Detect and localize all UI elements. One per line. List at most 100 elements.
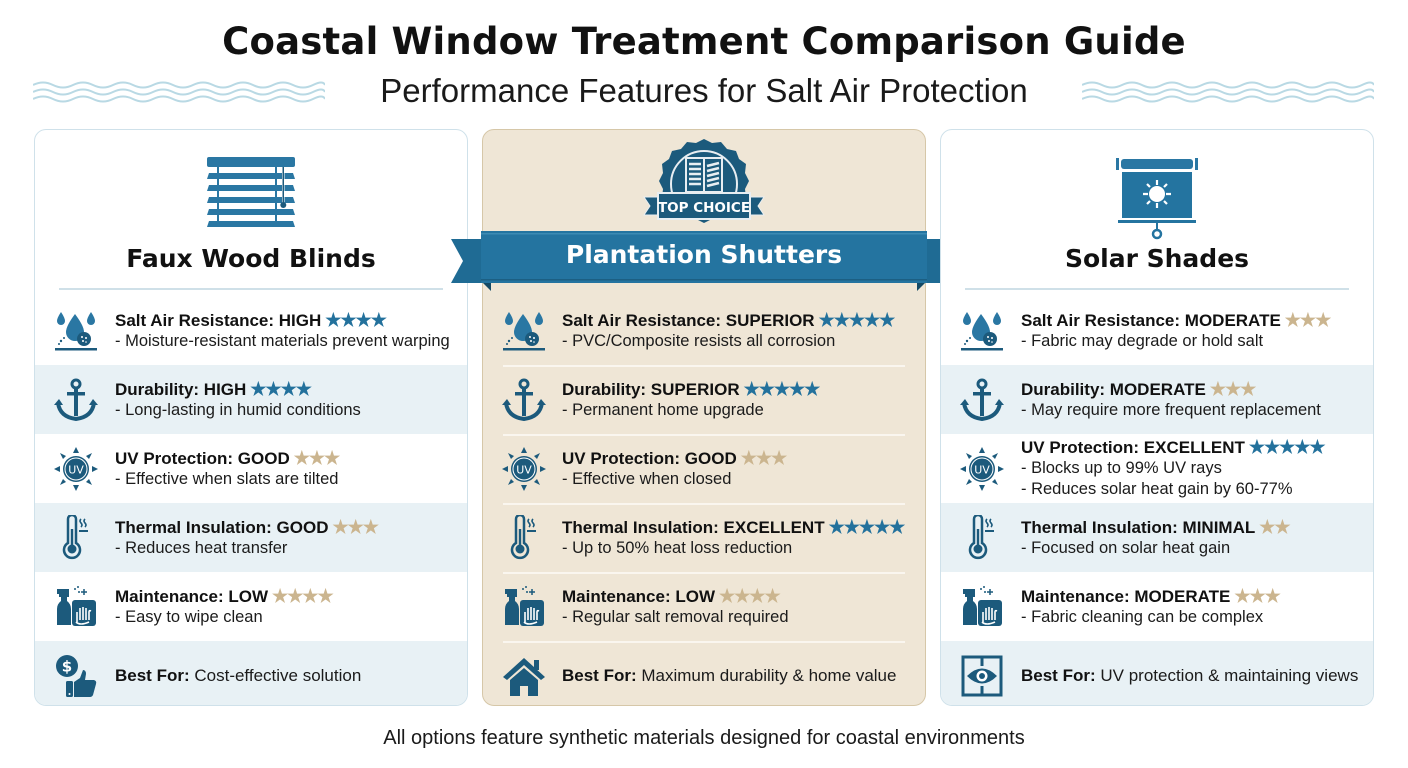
waves-decoration-icon [1082, 81, 1374, 103]
feature-row-thermal-insulation: Thermal Insulation: GOOD ★★★ - Reduces he… [35, 503, 467, 572]
cleaning-spray-icon [53, 584, 99, 630]
product-name: Faux Wood Blinds [126, 244, 376, 273]
star-rating-4: ★★★★ [719, 585, 781, 606]
thermometer-icon [501, 515, 547, 561]
feature-row-best-for: Best For: Maximum durability & home valu… [483, 641, 925, 706]
best-for-value: UV protection & maintaining views [1100, 666, 1359, 685]
feature-rating: SUPERIOR [725, 310, 815, 330]
best-for-value: Maximum durability & home value [641, 666, 897, 685]
feature-label: Durability: [562, 379, 647, 399]
cleaning-spray-icon [501, 584, 547, 630]
feature-rating: GOOD [276, 517, 329, 537]
star-rating-5: ★★★★★ [818, 309, 896, 330]
feature-label: UV Protection: [562, 448, 681, 468]
anchor-icon [959, 377, 1005, 423]
feature-row-uv-protection: UV Protection: GOOD ★★★ - Effective when … [483, 434, 925, 503]
feature-note: - Effective when slats are tilted [115, 469, 339, 488]
product-card-faux-wood-blinds: Faux Wood Blinds Salt Air Resistance: HI… [34, 129, 468, 706]
feature-label: Salt Air Resistance: [1021, 310, 1181, 330]
feature-row-best-for: Best For: Cost-effective solution [35, 641, 467, 705]
waves-decoration-icon [33, 81, 325, 103]
star-rating-3: ★★★ [1234, 585, 1280, 606]
star-rating-3: ★★★ [332, 516, 378, 537]
feature-rating: GOOD [237, 448, 290, 468]
feature-row-thermal-insulation: Thermal Insulation: EXCELLENT ★★★★★ - Up … [483, 503, 925, 572]
page-subtitle: Performance Features for Salt Air Protec… [380, 72, 1028, 109]
feature-row-durability: Durability: HIGH ★★★★ - Long-lasting in h… [35, 365, 467, 434]
feature-rating: EXCELLENT [1143, 438, 1245, 457]
feature-row-durability: Durability: MODERATE ★★★ - May require mo… [941, 365, 1373, 434]
salt-water-drops-icon [959, 308, 1005, 354]
divider [59, 288, 443, 290]
feature-row-durability: Durability: SUPERIOR ★★★★★ - Permanent ho… [483, 365, 925, 434]
feature-note: - Reduces heat transfer [115, 538, 288, 557]
feature-row-maintenance: Maintenance: MODERATE ★★★ - Fabric cleani… [941, 572, 1373, 641]
feature-rating: SUPERIOR [650, 379, 740, 399]
feature-row-salt-air: Salt Air Resistance: HIGH ★★★★ - Moisture… [35, 296, 467, 365]
feature-rating: HIGH [278, 310, 322, 330]
feature-note: - May require more frequent replacement [1021, 400, 1321, 419]
feature-label: Thermal Insulation: [1021, 517, 1178, 537]
feature-note: - Regular salt removal required [562, 607, 789, 626]
star-rating-5: ★★★★★ [828, 516, 906, 537]
star-rating-4: ★★★★ [272, 585, 334, 606]
feature-list: Salt Air Resistance: HIGH ★★★★ - Moisture… [35, 296, 467, 705]
feature-label: Durability: [115, 379, 200, 399]
feature-row-maintenance: Maintenance: LOW ★★★★ - Easy to wipe clea… [35, 572, 467, 641]
feature-label: Maintenance: [1021, 586, 1130, 606]
feature-rating: LOW [228, 586, 269, 606]
uv-sun-icon [53, 446, 99, 492]
blinds-icon [207, 157, 295, 227]
roller-shade-sun-icon [1116, 158, 1198, 240]
feature-rating: MODERATE [1109, 379, 1206, 399]
star-rating-5: ★★★★★ [1248, 437, 1326, 457]
product-card-plantation-shutters: Salt Air Resistance: SUPERIOR ★★★★★ - PVC… [482, 129, 926, 706]
best-for-label: Best For: [115, 666, 190, 685]
page-title: Coastal Window Treatment Comparison Guid… [222, 20, 1186, 63]
product-card-solar-shades: Solar Shades Salt Air Resistance: MODERA… [940, 129, 1374, 706]
star-rating-3: ★★★ [740, 447, 787, 468]
divider [965, 288, 1349, 290]
feature-rating: HIGH [203, 379, 247, 399]
feature-row-uv-protection: UV Protection: GOOD ★★★ - Effective when … [35, 434, 467, 503]
best-for-value: Cost-effective solution [194, 666, 362, 685]
uv-sun-icon [959, 446, 1005, 492]
feature-label: Maintenance: [115, 586, 224, 606]
feature-label: Maintenance: [562, 586, 671, 606]
feature-row-best-for: Best For: UV protection & maintaining vi… [941, 641, 1373, 705]
thermometer-icon [53, 515, 99, 561]
thermometer-icon [959, 515, 1005, 561]
feature-note: - Easy to wipe clean [115, 607, 263, 626]
feature-note: - Effective when closed [562, 469, 732, 488]
feature-label: UV Protection: [115, 448, 234, 468]
product-name-featured: Plantation Shutters [565, 240, 843, 269]
feature-label: Thermal Insulation: [562, 517, 719, 537]
feature-label: Salt Air Resistance: [115, 310, 275, 330]
feature-note: - PVC/Composite resists all corrosion [562, 331, 836, 350]
feature-row-thermal-insulation: Thermal Insulation: MINIMAL ★★ - Focused … [941, 503, 1373, 572]
feature-note: - Blocks up to 99% UV rays [1021, 459, 1222, 477]
feature-label: UV Protection: [1021, 438, 1140, 457]
feature-rating: MODERATE [1184, 310, 1281, 330]
top-choice-badge-icon: TOP CHOICE [643, 139, 765, 223]
anchor-icon [501, 377, 547, 423]
dollar-thumbs-up-icon [53, 653, 99, 699]
feature-row-salt-air: Salt Air Resistance: MODERATE ★★★ - Fabri… [941, 296, 1373, 365]
feature-rating: EXCELLENT [723, 517, 825, 537]
featured-ribbon [451, 231, 957, 291]
feature-note: - Permanent home upgrade [562, 400, 764, 419]
star-rating-4: ★★★★ [250, 378, 312, 399]
star-rating-5: ★★★★★ [743, 378, 821, 399]
star-rating-3: ★★★ [1209, 378, 1256, 399]
feature-list: Salt Air Resistance: MODERATE ★★★ - Fabri… [941, 296, 1373, 705]
feature-note: - Up to 50% heat loss reduction [562, 538, 793, 557]
feature-note: - Reduces solar heat gain by 60-77% [1021, 480, 1293, 498]
feature-list: Salt Air Resistance: SUPERIOR ★★★★★ - PVC… [483, 296, 925, 706]
feature-note: - Fabric may degrade or hold salt [1021, 331, 1264, 350]
feature-rating: GOOD [684, 448, 737, 468]
feature-row-uv-protection: UV Protection: EXCELLENT ★★★★★ - Blocks u… [941, 434, 1373, 503]
cleaning-spray-icon [959, 584, 1005, 630]
feature-label: Thermal Insulation: [115, 517, 272, 537]
feature-rating: MINIMAL [1182, 517, 1256, 537]
feature-note: - Fabric cleaning can be complex [1021, 607, 1264, 626]
